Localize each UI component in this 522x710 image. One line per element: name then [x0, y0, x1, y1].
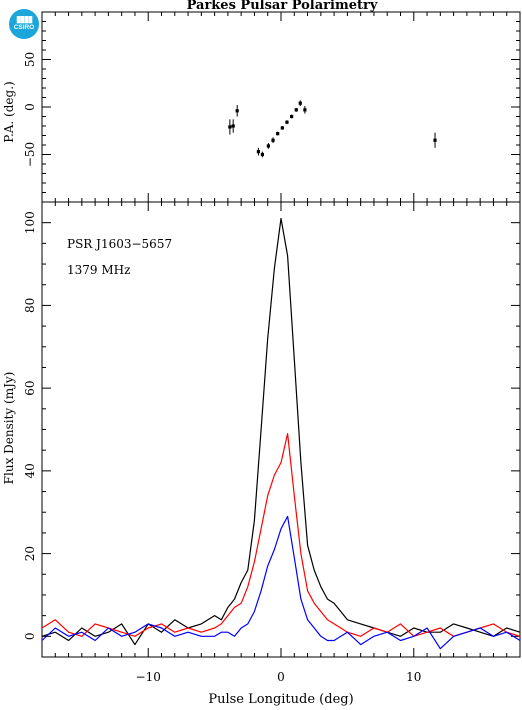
pa-point [280, 126, 284, 130]
profile-ytick-label: 80 [23, 298, 37, 313]
profile-series-1 [41, 433, 521, 637]
pa-point [235, 109, 239, 113]
profile-ytick-label: 20 [23, 546, 37, 561]
pa-point [294, 108, 298, 112]
psr-name-annotation: PSR J1603−5657 [67, 237, 172, 251]
chart-title: Parkes Pulsar Polarimetry [187, 0, 378, 13]
pa-point [260, 152, 265, 157]
pa-point [290, 114, 294, 119]
pa-point [228, 125, 232, 129]
pa-point [266, 144, 270, 148]
logo-bars-icon: ▮▮▮▮ [16, 14, 33, 24]
pa-ytick-label: 50 [23, 52, 37, 67]
pa-point [271, 138, 275, 142]
profile-series-2 [41, 515, 521, 650]
profile-ytick-label: 100 [23, 211, 37, 234]
profile-ytick-label: 0 [23, 632, 37, 640]
pa-point [285, 120, 289, 124]
pa-frame [41, 11, 521, 203]
profile-xtick-label: 10 [406, 670, 421, 684]
pa-point [298, 101, 302, 105]
logo-text: CSIRO [13, 24, 35, 31]
profile-series-0 [41, 217, 521, 646]
pa-ylabel: P.A. (deg.) [2, 81, 16, 142]
profile-xlabel: Pulse Longitude (deg) [208, 692, 353, 707]
profile-xtick-label: −10 [136, 670, 161, 684]
profile-ytick-label: 60 [23, 380, 37, 395]
frequency-annotation: 1379 MHz [67, 263, 130, 277]
profile-ylabel: Flux Density (mJy) [2, 372, 16, 485]
pa-point [276, 132, 280, 136]
pa-panel: −50 0 50 P.A. (deg.) [2, 11, 521, 203]
pa-point [433, 138, 437, 142]
pa-point [303, 108, 307, 112]
profile-ytick-label: 40 [23, 463, 37, 478]
csiro-logo: ▮▮▮▮ CSIRO [9, 9, 39, 39]
pa-ytick-label: 0 [23, 103, 37, 111]
pa-ytick-label: −50 [23, 142, 37, 167]
pa-point [256, 150, 261, 154]
profile-xtick-label: 0 [277, 670, 285, 684]
pa-point [231, 124, 235, 128]
